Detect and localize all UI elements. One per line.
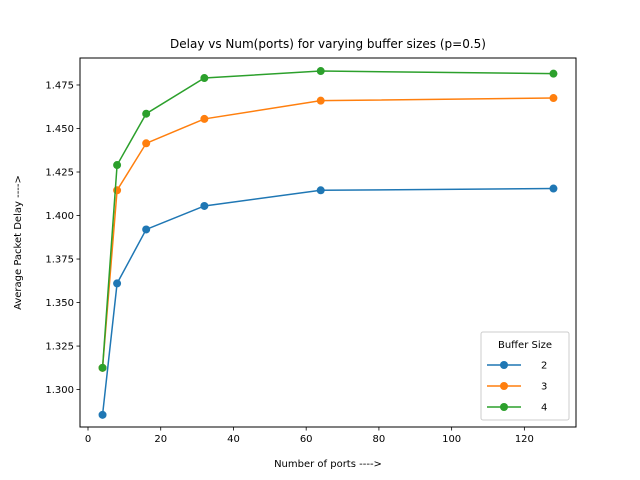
y-tick-label: 1.400 [45,211,74,222]
y-axis-label: Average Packet Delay ----> [13,175,24,310]
data-point [98,363,107,372]
chart-title: Delay vs Num(ports) for varying buffer s… [170,37,486,51]
legend-entry: 2 [487,361,547,372]
x-axis-label: Number of ports ----> [274,459,382,470]
x-tick-label: 40 [227,434,240,445]
data-point [113,161,122,170]
plot-area [79,57,577,428]
legend-title: Buffer Size [498,340,552,351]
data-point [200,74,209,83]
legend-label: 4 [541,403,547,414]
x-tick-label: 20 [154,434,167,445]
y-tick-label: 1.475 [45,80,74,91]
series-line [101,97,554,368]
y-tick-label: 1.350 [45,298,74,309]
series-4 [98,67,558,372]
y-tick-label: 1.300 [45,385,74,396]
legend-label: 3 [541,382,547,393]
y-tick-label: 1.450 [45,124,74,135]
data-point [316,67,325,76]
data-point [549,94,558,103]
data-point [200,114,209,123]
legend-entry: 3 [487,382,547,393]
x-tick-label: 60 [300,434,313,445]
data-point [316,186,325,195]
x-axis: 0 20 40 60 80 100 120 [85,427,534,445]
legend-label: 2 [541,361,547,372]
x-tick-label: 80 [373,434,386,445]
data-point [549,184,558,193]
series-line [101,70,554,368]
x-tick-label: 120 [515,434,534,445]
y-tick-label: 1.375 [45,255,74,266]
data-point [98,410,107,419]
data-point [200,201,209,210]
series-group [98,67,558,419]
legend-entry: 4 [487,403,547,414]
y-axis: 1.300 1.325 1.350 1.375 1.400 1.425 1.450 1.475 [45,80,80,396]
legend-entries: 2 3 4 [487,361,547,414]
legend-marker [500,382,508,390]
series-2 [98,184,558,419]
y-tick-label: 1.425 [45,168,74,179]
legend-marker [500,403,508,411]
y-tick-label: 1.325 [45,342,74,353]
data-point [142,139,151,148]
data-point [549,69,558,78]
series-line [101,187,554,415]
legend: Buffer Size 2 3 4 [480,331,570,421]
legend-box [480,331,570,421]
data-point [316,96,325,105]
legend-marker [500,361,508,369]
plot-frame [79,57,577,428]
data-point [113,186,122,195]
x-tick-label: 0 [85,434,91,445]
data-point [113,279,122,288]
data-point [142,225,151,234]
x-tick-label: 100 [442,434,461,445]
data-point [142,109,151,118]
